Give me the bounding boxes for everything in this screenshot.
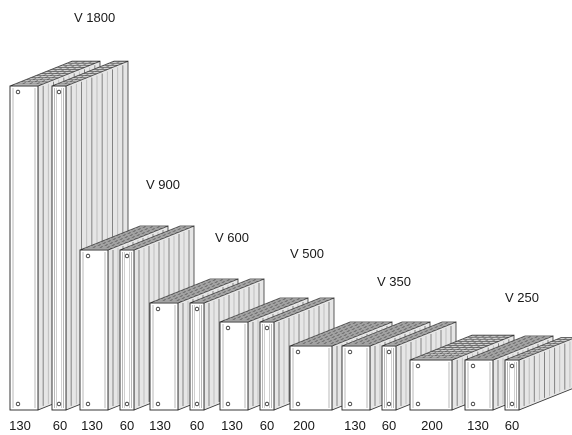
dimension-label: 130 [344, 418, 366, 433]
dimension-label: 130 [149, 418, 171, 433]
group-label-1: V 1800 [74, 10, 115, 25]
radiator-unit-8 [259, 297, 335, 411]
dimension-label: 60 [382, 418, 396, 433]
group-label-4: V 500 [290, 246, 324, 261]
dimension-label: 60 [190, 418, 204, 433]
dimension-label: 60 [505, 418, 519, 433]
dimension-label: 130 [221, 418, 243, 433]
group-label-2: V 900 [146, 177, 180, 192]
group-label-6: V 250 [505, 290, 539, 305]
group-label-3: V 600 [215, 230, 249, 245]
dimension-label: 60 [120, 418, 134, 433]
group-label-5: V 350 [377, 274, 411, 289]
dimension-label: 60 [260, 418, 274, 433]
dimension-label: 130 [9, 418, 31, 433]
dimension-label: 200 [293, 418, 315, 433]
dimension-label: 130 [81, 418, 103, 433]
radiator-unit-14 [504, 337, 572, 411]
dimension-label: 200 [421, 418, 443, 433]
dimension-label: 130 [467, 418, 489, 433]
dimension-label: 60 [53, 418, 67, 433]
